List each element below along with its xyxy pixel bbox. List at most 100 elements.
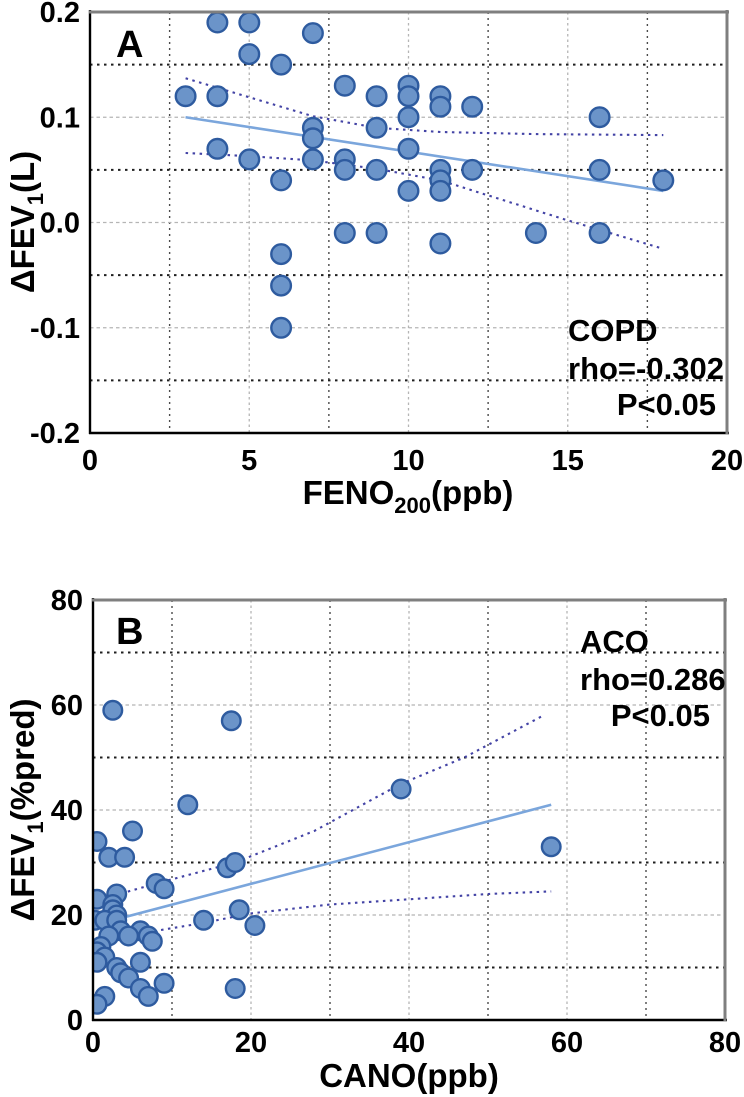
data-point xyxy=(238,11,261,34)
data-point xyxy=(301,127,324,150)
data-point xyxy=(114,846,136,868)
x-tick-label: 20 xyxy=(711,445,743,477)
data-point xyxy=(270,274,293,297)
data-point xyxy=(92,993,108,1015)
data-point xyxy=(206,137,229,160)
data-point xyxy=(365,158,388,181)
annotation-line: ACO xyxy=(580,624,649,659)
data-point xyxy=(588,158,611,181)
annotation-line: P<0.05 xyxy=(617,387,716,422)
data-point xyxy=(177,794,199,816)
x-axis-label: FENO200(ppb) xyxy=(303,474,514,518)
data-point xyxy=(224,978,246,1000)
data-point xyxy=(333,221,356,244)
y-tick-label: 80 xyxy=(51,585,83,617)
data-point xyxy=(153,878,175,900)
data-point xyxy=(270,53,293,76)
x-tick-label: 80 xyxy=(709,1027,741,1059)
y-tick-label: -0.2 xyxy=(30,418,80,450)
data-point xyxy=(137,985,159,1007)
chart-svg-A: 0.2 0.1 0.0 -0.1 -0.20 5 10 15 20 FENO200(ppb) ΔFE… xyxy=(4,0,743,518)
y-tick-label: 40 xyxy=(51,795,83,827)
data-point xyxy=(244,915,266,937)
data-point xyxy=(270,169,293,192)
data-point xyxy=(429,232,452,255)
data-point xyxy=(390,778,412,800)
data-point xyxy=(365,85,388,108)
x-tick-label: 40 xyxy=(393,1027,425,1059)
data-point xyxy=(206,85,229,108)
x-tick-label: 5 xyxy=(241,445,257,477)
data-point xyxy=(397,179,420,202)
y-axis-label: ΔFEV1(L) xyxy=(4,151,48,293)
data-point xyxy=(524,221,547,244)
data-point xyxy=(333,74,356,97)
x-tick-label: 0 xyxy=(82,445,98,477)
y-axis-label: ΔFEV1(%pred) xyxy=(4,699,48,922)
data-point xyxy=(270,243,293,266)
label-subscript: 200 xyxy=(394,493,431,518)
data-point xyxy=(129,951,151,973)
data-point xyxy=(429,179,452,202)
trend-line xyxy=(112,803,552,922)
x-tick-label: 10 xyxy=(392,445,424,477)
x-tick-label: 60 xyxy=(551,1027,583,1059)
data-point xyxy=(397,85,420,108)
data-point xyxy=(174,85,197,108)
annotation-line: rho=-0.302 xyxy=(568,351,724,386)
y-tick-label: 0.0 xyxy=(40,208,80,240)
data-point xyxy=(461,95,484,118)
annotation-line: rho=0.286 xyxy=(580,662,726,697)
x-tick-label: 0 xyxy=(85,1027,101,1059)
x-axis-label: CANO(ppb) xyxy=(319,1057,499,1094)
data-point xyxy=(153,972,175,994)
data-point xyxy=(92,951,108,973)
data-point xyxy=(301,148,324,171)
y-tick-label: 0.1 xyxy=(40,102,80,134)
panel-letter: A xyxy=(116,24,143,66)
data-point xyxy=(238,148,261,171)
y-tick-label: 20 xyxy=(51,900,83,932)
data-point xyxy=(397,106,420,129)
data-point xyxy=(652,169,675,192)
x-tick-label: 15 xyxy=(552,445,584,477)
annotation-line: P<0.05 xyxy=(611,698,710,733)
data-point xyxy=(333,158,356,181)
data-point xyxy=(238,43,261,66)
data-point xyxy=(224,852,246,874)
data-point xyxy=(270,316,293,339)
data-point xyxy=(397,137,420,160)
y-tick-label: 0 xyxy=(67,1005,83,1037)
data-point xyxy=(193,909,215,931)
annotation-line: COPD xyxy=(568,313,658,348)
panel-a-scatter-chart: 0.2 0.1 0.0 -0.1 -0.2 0 5 10 15 20 FENO200(ppb) ΔFE… xyxy=(4,0,743,518)
data-point xyxy=(540,836,562,858)
data-point xyxy=(206,11,229,34)
data-point xyxy=(429,95,452,118)
data-point xyxy=(461,158,484,181)
data-point xyxy=(220,710,242,732)
data-point xyxy=(92,831,108,852)
y-tick-label: 60 xyxy=(51,690,83,722)
panel-b-scatter-chart: 80 60 40 20 0 0 20 40 60 80 CANO(ppb) ΔFEV1(%pred) B… xyxy=(0,560,744,1097)
chart-svg-B: 80 60 40 20 00 20 40 60 80 CANO(ppb) ΔFEV1(%pred) B… xyxy=(4,585,741,1094)
ci-lower-line xyxy=(185,151,664,250)
y-tick-label: 0.2 xyxy=(40,0,80,29)
data-point xyxy=(118,925,140,947)
label-subscript: 1 xyxy=(23,193,48,205)
data-point xyxy=(365,116,388,139)
data-point xyxy=(588,221,611,244)
data-point xyxy=(365,221,388,244)
data-point xyxy=(301,22,324,45)
data-point xyxy=(588,106,611,129)
x-tick-label: 20 xyxy=(235,1027,267,1059)
label-subscript: 1 xyxy=(23,821,48,833)
data-point xyxy=(121,820,143,842)
data-point xyxy=(141,930,163,952)
trend-line xyxy=(185,115,664,193)
ci-lower-line xyxy=(112,890,552,940)
data-point xyxy=(228,899,250,921)
data-point xyxy=(102,699,124,721)
panel-letter: B xyxy=(116,611,143,653)
y-tick-label: -0.1 xyxy=(30,313,80,345)
